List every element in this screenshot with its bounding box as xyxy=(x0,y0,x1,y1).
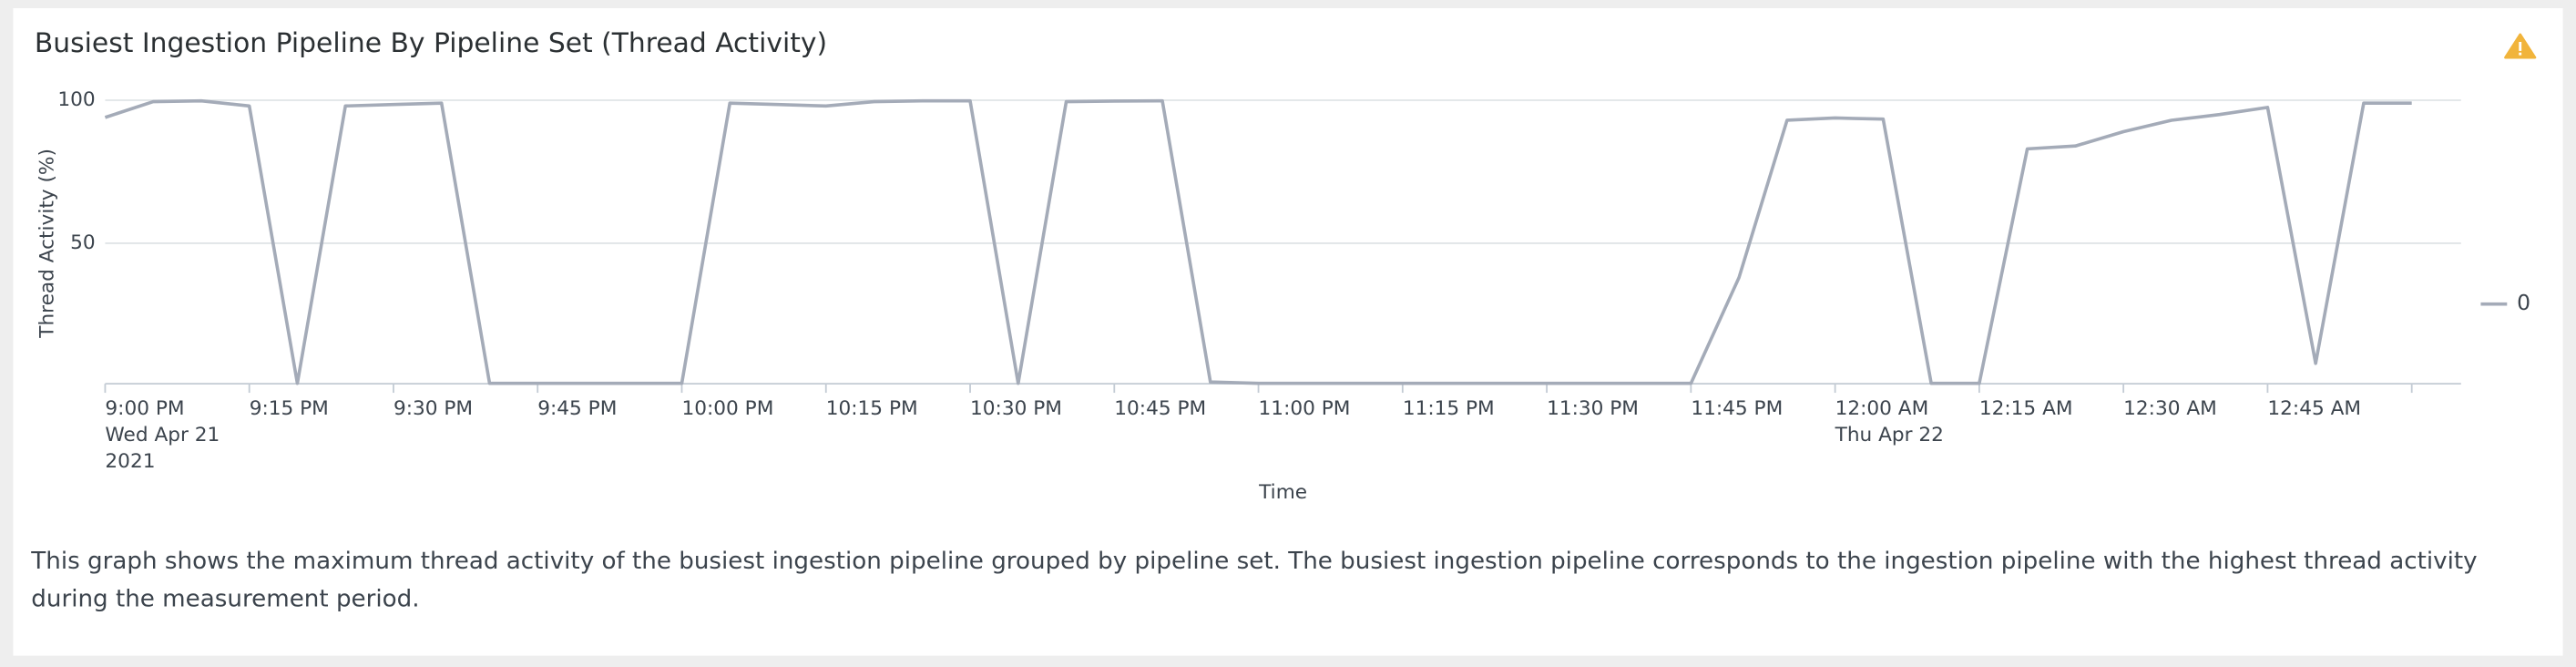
chart-title: Busiest Ingestion Pipeline By Pipeline S… xyxy=(35,27,827,59)
x-tick-label: 11:45 PM xyxy=(1691,397,1783,420)
x-tick-label: 11:15 PM xyxy=(1403,397,1495,420)
x-tick-date: Thu Apr 22 xyxy=(1835,424,1944,446)
x-tick-label: 10:00 PM xyxy=(681,397,773,420)
x-tick-label: 12:00 AM xyxy=(1835,397,1929,420)
x-tick-label: 9:45 PM xyxy=(537,397,617,420)
x-tick-label: 10:30 PM xyxy=(970,397,1062,420)
data-line xyxy=(104,98,2412,385)
x-tick-label: 10:15 PM xyxy=(826,397,918,420)
y-axis-label: Thread Activity (%) xyxy=(36,149,58,339)
x-tick-label: 10:45 PM xyxy=(1114,397,1206,420)
x-tick-label: 12:15 AM xyxy=(1979,397,2073,420)
y-tick-label: 100 xyxy=(57,88,95,111)
panel xyxy=(13,8,2563,656)
x-axis-label: Time xyxy=(1258,481,1307,504)
description: This graph shows the maximum thread acti… xyxy=(31,549,2478,613)
x-tick-label: 9:15 PM xyxy=(250,397,329,420)
x-tick-label: 11:30 PM xyxy=(1547,397,1639,420)
x-tick-year: 2021 xyxy=(105,450,155,473)
warning-icon xyxy=(2504,33,2537,59)
x-tick-label: 11:00 PM xyxy=(1259,397,1351,420)
x-tick-label: 12:30 AM xyxy=(2123,397,2217,420)
x-tick-date: Wed Apr 21 xyxy=(105,424,220,446)
x-tick-label: 9:00 PM xyxy=(105,397,184,420)
legend-label: 0 xyxy=(2517,290,2530,315)
x-tick-label: 9:30 PM xyxy=(394,397,473,420)
y-tick-label: 50 xyxy=(70,231,96,254)
x-tick-label: 12:45 AM xyxy=(2267,397,2361,420)
